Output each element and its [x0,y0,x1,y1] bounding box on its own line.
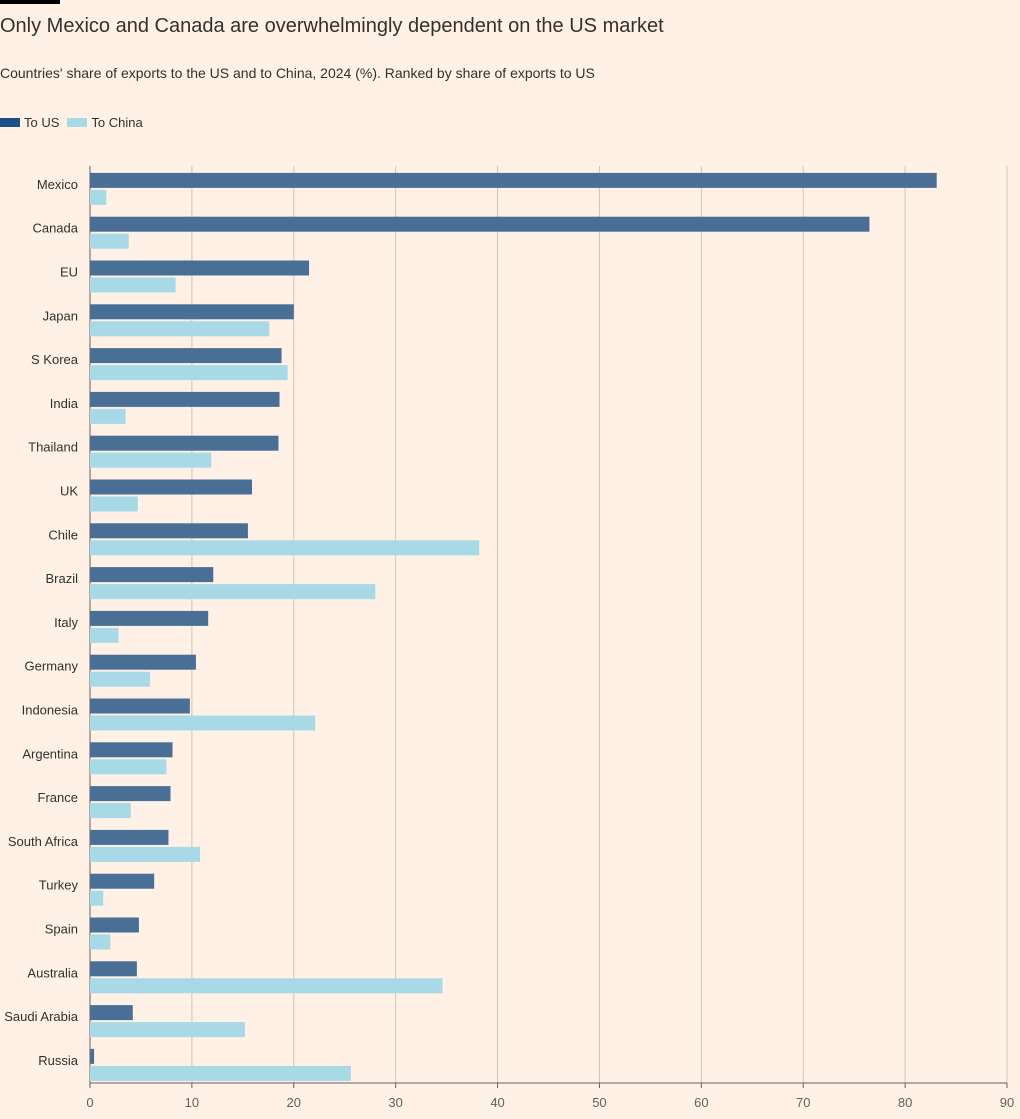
bar-to-china [90,189,107,205]
bar-to-us [90,829,169,845]
bar-to-us [90,567,214,583]
legend-item-to-us: To US [0,115,59,130]
category-label: Turkey [39,878,79,893]
bar-to-china [90,452,212,468]
category-label: France [38,790,78,805]
bar-to-china [90,496,138,512]
category-label: India [50,396,79,411]
category-label: Thailand [28,440,78,455]
bar-to-us [90,786,171,802]
bar-to-us [90,435,279,451]
bar-to-us [90,523,248,539]
category-label: Indonesia [22,703,79,718]
bar-to-china [90,846,201,862]
bar-to-china [90,584,376,600]
bar-to-china [90,408,126,424]
category-label: Spain [45,922,78,937]
x-tick-label: 50 [592,1095,606,1110]
bar-to-us [90,742,173,758]
x-tick-label: 30 [388,1095,402,1110]
bar-to-china [90,1022,245,1038]
bar-to-us [90,873,155,889]
chart-legend: To US To China [0,115,151,130]
bar-to-china [90,233,129,249]
bar-to-us [90,1048,95,1064]
x-tick-label: 0 [86,1095,93,1110]
bar-to-us [90,391,280,407]
category-label: Brazil [45,571,78,586]
bar-to-us [90,1005,133,1021]
x-tick-label: 80 [898,1095,912,1110]
bar-to-china [90,759,167,775]
category-label: Germany [25,659,79,674]
category-label: Australia [27,965,78,980]
x-tick-label: 90 [1000,1095,1014,1110]
chart-title: Only Mexico and Canada are overwhelmingl… [0,15,664,37]
bar-to-us [90,917,139,933]
legend-swatch-to-china [67,118,88,127]
bar-to-us [90,610,209,626]
category-label: S Korea [31,352,79,367]
legend-swatch-to-us [0,118,20,127]
category-label: Italy [54,615,78,630]
x-tick-label: 60 [694,1095,708,1110]
category-label: Mexico [37,177,78,192]
bar-to-china [90,540,480,556]
category-label: EU [60,265,78,280]
category-label: Argentina [22,746,78,761]
bar-to-us [90,260,310,276]
category-label: South Africa [8,834,79,849]
bar-to-us [90,172,937,188]
x-tick-label: 20 [287,1095,301,1110]
bar-to-china [90,978,443,994]
bar-to-us [90,698,190,714]
category-label: Japan [43,308,78,323]
bar-to-us [90,348,282,364]
bar-to-us [90,654,196,670]
chart-subtitle: Countries' share of exports to the US an… [0,65,595,81]
x-tick-label: 40 [490,1095,504,1110]
bar-to-china [90,803,131,819]
bar-to-china [90,277,176,293]
bar-to-china [90,365,288,381]
bar-to-china [90,934,111,950]
legend-label-to-china: To China [91,115,143,130]
x-tick-label: 70 [796,1095,810,1110]
category-label: Chile [48,527,78,542]
bar-to-china [90,715,316,731]
legend-item-to-china: To China [67,115,143,130]
category-label: Russia [38,1053,79,1068]
bar-to-us [90,961,137,977]
bar-to-us [90,479,253,495]
bar-to-china [90,671,151,687]
bar-to-us [90,216,870,232]
bar-to-china [90,890,104,906]
category-label: UK [60,484,78,499]
bar-to-us [90,304,294,320]
bar-to-china [90,321,270,337]
category-label: Saudi Arabia [4,1009,78,1024]
brand-top-bar [0,0,60,4]
category-label: Canada [32,221,78,236]
x-tick-label: 10 [185,1095,199,1110]
bar-to-china [90,627,119,643]
bar-to-china [90,1065,351,1081]
legend-label-to-us: To US [24,115,60,130]
